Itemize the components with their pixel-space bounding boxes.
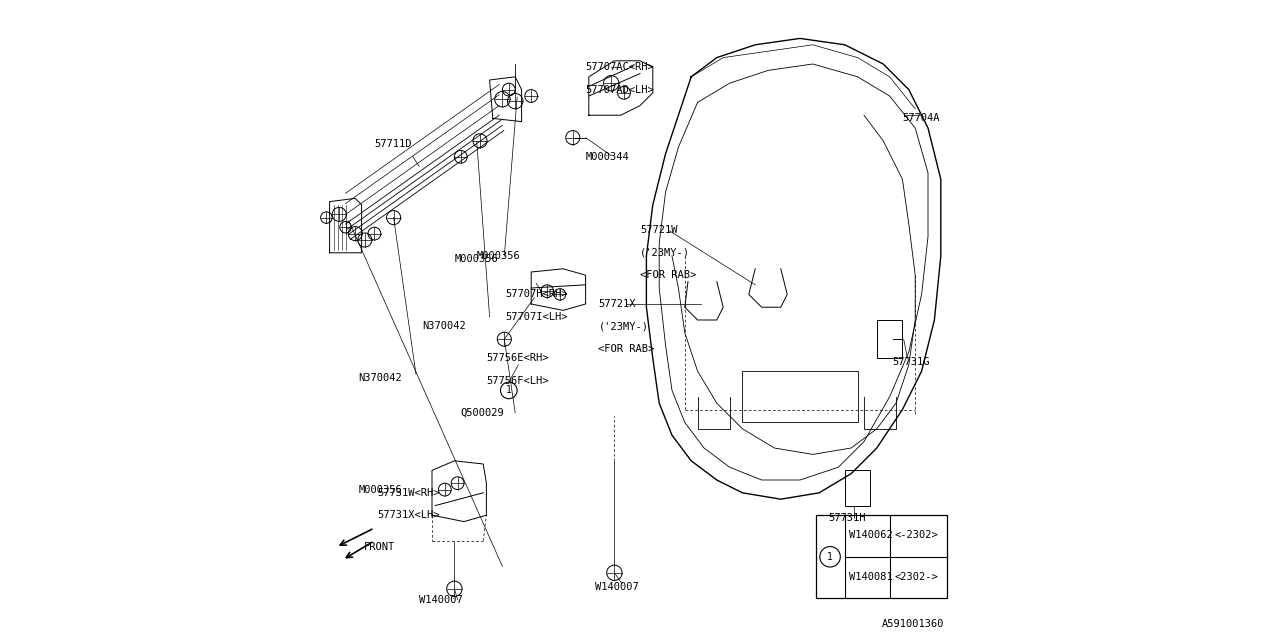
Text: ('23MY-): ('23MY-) <box>599 321 649 332</box>
Text: <FOR RAB>: <FOR RAB> <box>640 270 696 280</box>
Text: FRONT: FRONT <box>364 542 394 552</box>
Text: 1: 1 <box>506 385 512 396</box>
Text: 57704A: 57704A <box>902 113 940 124</box>
Text: 57756F<LH>: 57756F<LH> <box>486 376 549 386</box>
Text: 57721W: 57721W <box>640 225 677 236</box>
Text: 57707AC<RH>: 57707AC<RH> <box>585 62 654 72</box>
Text: 57756E<RH>: 57756E<RH> <box>486 353 549 364</box>
Text: 57731X<LH>: 57731X<LH> <box>378 510 440 520</box>
Text: 57711D: 57711D <box>374 139 412 149</box>
Text: <2302->: <2302-> <box>895 572 938 582</box>
Text: N370042: N370042 <box>422 321 466 332</box>
Text: 57707I<LH>: 57707I<LH> <box>506 312 568 322</box>
Text: Q500029: Q500029 <box>461 408 504 418</box>
Text: W140062: W140062 <box>850 530 893 540</box>
Bar <box>817 515 947 598</box>
Text: A591001360: A591001360 <box>882 619 945 629</box>
Text: N370042: N370042 <box>358 372 402 383</box>
Text: 57731W<RH>: 57731W<RH> <box>378 488 440 498</box>
Text: <-2302>: <-2302> <box>895 530 938 540</box>
Text: 1: 1 <box>827 552 833 562</box>
Text: 57721X: 57721X <box>599 299 636 309</box>
Text: M000356: M000356 <box>454 254 498 264</box>
Text: 57707H<RH>: 57707H<RH> <box>506 289 568 300</box>
Text: M000344: M000344 <box>585 152 630 162</box>
Bar <box>845 470 870 506</box>
Text: M000356: M000356 <box>477 251 521 261</box>
Text: 57707AD<LH>: 57707AD<LH> <box>585 84 654 95</box>
Bar <box>877 320 902 358</box>
Text: <FOR RAB>: <FOR RAB> <box>599 344 654 354</box>
Text: W140081: W140081 <box>850 572 893 582</box>
Text: ('23MY-): ('23MY-) <box>640 248 690 258</box>
Text: W140007: W140007 <box>595 582 639 592</box>
Text: 57731G: 57731G <box>893 356 931 367</box>
Text: M000356: M000356 <box>358 484 402 495</box>
Text: W140007: W140007 <box>420 595 463 605</box>
Bar <box>742 371 858 422</box>
Text: 57731H: 57731H <box>829 513 867 524</box>
